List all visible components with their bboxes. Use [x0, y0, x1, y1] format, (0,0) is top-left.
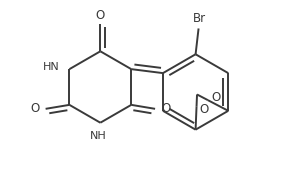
Text: NH: NH — [90, 131, 107, 141]
Text: HN: HN — [43, 62, 60, 72]
Text: O: O — [200, 103, 209, 116]
Text: O: O — [96, 9, 105, 22]
Text: O: O — [161, 102, 170, 115]
Text: O: O — [30, 102, 39, 115]
Text: Br: Br — [193, 12, 206, 25]
Text: O: O — [211, 91, 221, 104]
